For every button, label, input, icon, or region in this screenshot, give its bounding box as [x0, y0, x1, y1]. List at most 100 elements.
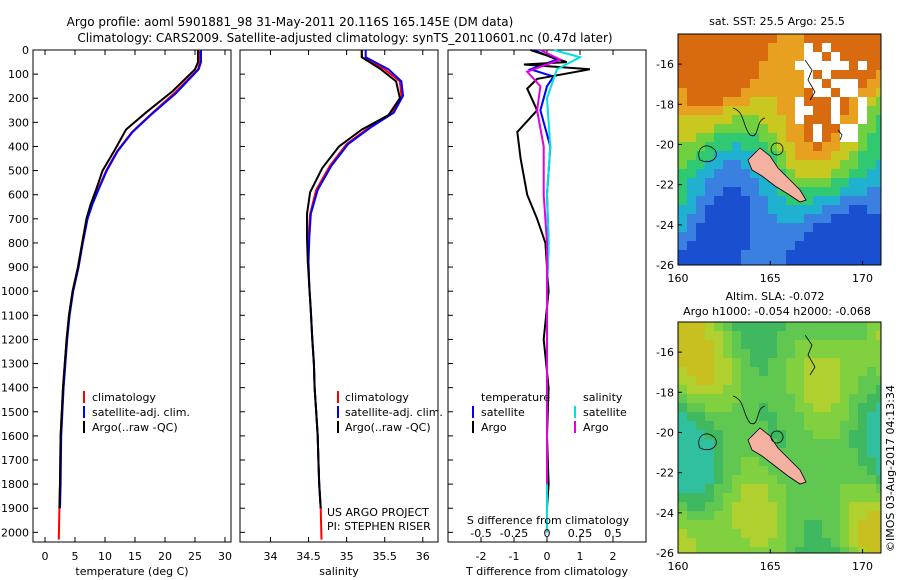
- map-cell: [696, 205, 706, 215]
- map-cell: [876, 448, 881, 458]
- map-cell: [678, 97, 688, 107]
- map-cell: [696, 115, 706, 125]
- map-cell: [804, 376, 814, 386]
- map-cell: [723, 223, 733, 233]
- map-cell: [822, 106, 832, 116]
- y-tick-label: 1100: [1, 309, 29, 322]
- map-cell: [813, 196, 823, 206]
- legend-satellite: satellite-adj. clim.: [345, 406, 443, 419]
- map-cell: [804, 232, 814, 242]
- map-cell: [696, 430, 706, 440]
- map-cell: [822, 547, 832, 553]
- map-cell: [741, 502, 751, 512]
- map-cell: [804, 367, 814, 377]
- map-cell: [831, 358, 841, 368]
- map-cell: [732, 178, 742, 188]
- map-cell: [786, 79, 796, 89]
- map-cell: [849, 43, 859, 53]
- map-cell: [795, 457, 805, 467]
- map-cell: [867, 340, 877, 350]
- map-cell: [795, 259, 805, 265]
- map-cell: [822, 52, 832, 62]
- map-cell: [687, 493, 697, 503]
- map-cell: [786, 70, 796, 80]
- map-cell: [876, 511, 881, 521]
- map-cell: [705, 43, 715, 53]
- map-cell: [831, 79, 841, 89]
- map-cell: [768, 106, 778, 116]
- map-cell: [867, 394, 877, 404]
- map-cell: [786, 115, 796, 125]
- map-cell: [849, 61, 859, 71]
- map-cell: [804, 187, 814, 197]
- map-cell: [678, 403, 688, 413]
- map-cell: [696, 232, 706, 242]
- map-cell: [822, 97, 832, 107]
- map-cell: [867, 52, 877, 62]
- map-cell: [687, 88, 697, 98]
- map-cell: [786, 214, 796, 224]
- map-cell: [822, 358, 832, 368]
- map-cell: [687, 160, 697, 170]
- map-cell: [768, 520, 778, 530]
- map-cell: [867, 493, 877, 503]
- map-cell: [840, 79, 850, 89]
- map-cell: [831, 547, 841, 553]
- map-cell: [723, 214, 733, 224]
- map-cell: [813, 232, 823, 242]
- map-cell: [705, 187, 715, 197]
- map-cell: [777, 403, 787, 413]
- map-cell: [768, 367, 778, 377]
- map-cell: [750, 52, 760, 62]
- map-cell: [696, 142, 706, 152]
- map-cell: [750, 223, 760, 233]
- map-cell: [723, 322, 733, 332]
- map-cell: [849, 232, 859, 242]
- map-cell: [822, 520, 832, 530]
- map-cell: [732, 331, 742, 341]
- map-cell: [822, 376, 832, 386]
- map-cell: [876, 493, 881, 503]
- map-cell: [714, 403, 724, 413]
- map-cell: [867, 205, 877, 215]
- map-y-tick-label: -24: [656, 507, 674, 520]
- map-cell: [750, 169, 760, 179]
- map-cell: [858, 421, 868, 431]
- map-cell: [795, 376, 805, 386]
- map-cell: [858, 160, 868, 170]
- map-cell: [840, 250, 850, 260]
- map-cell: [687, 349, 697, 359]
- map-cell: [840, 70, 850, 80]
- map-cell: [714, 259, 724, 265]
- map-cell: [831, 52, 841, 62]
- map-cell: [858, 115, 868, 125]
- map-cell: [867, 151, 877, 161]
- map-cell: [849, 88, 859, 98]
- map-cell: [705, 538, 715, 548]
- map-cell: [777, 151, 787, 161]
- map-cell: [714, 70, 724, 80]
- map-cell: [705, 493, 715, 503]
- series-line: [545, 49, 583, 533]
- temperature-legend: climatology satellite-adj. clim. Argo(..…: [83, 391, 190, 434]
- map-cell: [831, 259, 841, 265]
- map-cell: [714, 52, 724, 62]
- salinity-panel: 34 34.5 35 35.5 36 climatology satellite-adj…: [239, 49, 443, 578]
- map-cell: [678, 511, 688, 521]
- salinity-plot-frame: [239, 49, 439, 543]
- map-cell: [705, 61, 715, 71]
- map-cell: [849, 97, 859, 107]
- map-cell: [813, 403, 823, 413]
- map-cell: [813, 142, 823, 152]
- map-cell: [732, 196, 742, 206]
- map-cell: [777, 214, 787, 224]
- map-cell: [849, 358, 859, 368]
- map-cell: [876, 196, 881, 206]
- map-cell: [840, 412, 850, 422]
- map-cell: [714, 430, 724, 440]
- sst-map-title: sat. SST: 25.5 Argo: 25.5: [709, 15, 845, 28]
- map-cell: [723, 394, 733, 404]
- map-cell: [687, 358, 697, 368]
- map-cell: [741, 124, 751, 134]
- map-cell: [867, 331, 877, 341]
